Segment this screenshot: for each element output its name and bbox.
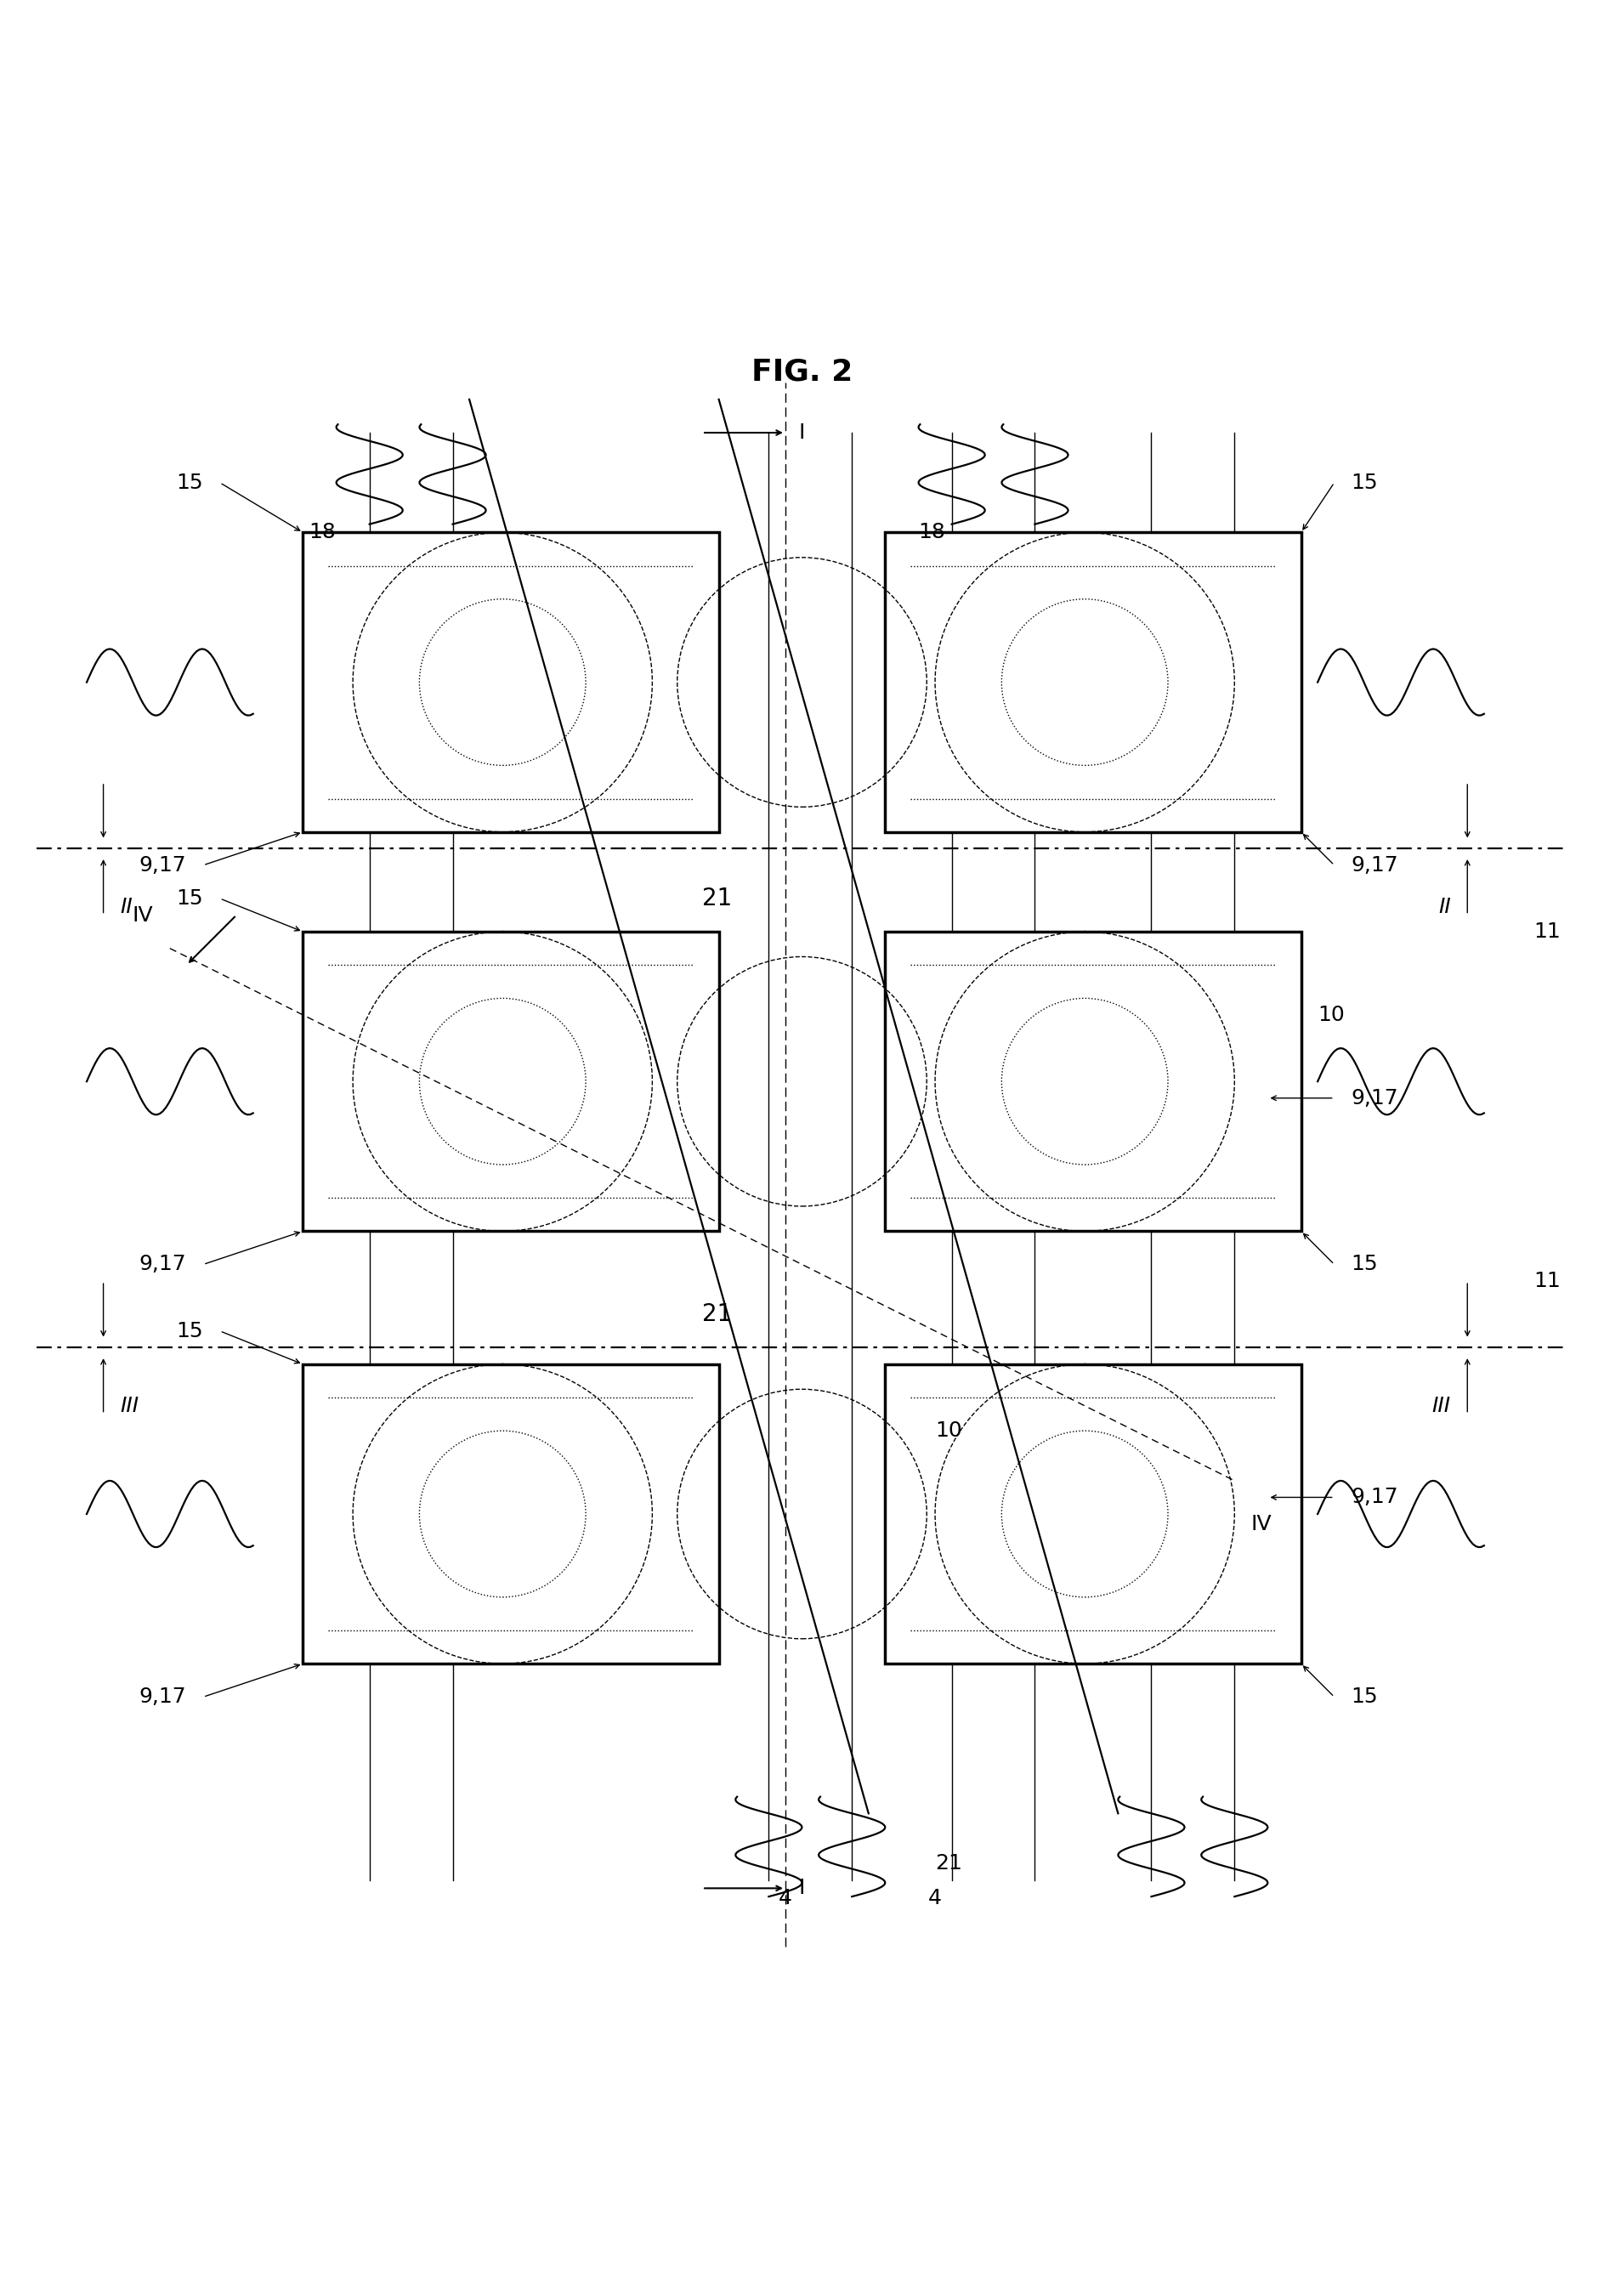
Bar [303, 1364, 719, 1665]
Text: II: II [1439, 898, 1450, 916]
Text: 4: 4 [929, 1887, 942, 1908]
Text: 10: 10 [1317, 1006, 1344, 1024]
Text: 18: 18 [310, 521, 337, 542]
Text: 15: 15 [176, 889, 204, 909]
Text: I: I [799, 1878, 805, 1899]
Text: IV: IV [1251, 1513, 1272, 1534]
Text: III: III [1432, 1396, 1450, 1417]
Text: 18: 18 [919, 521, 945, 542]
Text: 15: 15 [176, 473, 204, 494]
Text: 15: 15 [1351, 1688, 1378, 1708]
Text: 15: 15 [176, 1320, 204, 1341]
Text: 11: 11 [1533, 1272, 1561, 1290]
Text: 9,17: 9,17 [1351, 1088, 1399, 1109]
Text: 9,17: 9,17 [1351, 854, 1399, 875]
Bar [303, 932, 719, 1231]
Text: 9,17: 9,17 [140, 1688, 186, 1708]
Bar [303, 533, 719, 831]
Text: 15: 15 [1351, 1254, 1378, 1274]
Text: 21: 21 [703, 1302, 731, 1327]
Text: I: I [799, 422, 805, 443]
Text: IV: IV [132, 905, 154, 925]
Text: 15: 15 [1351, 473, 1378, 494]
Text: II: II [120, 898, 133, 916]
Text: 21: 21 [703, 886, 731, 912]
Text: FIG. 2: FIG. 2 [751, 358, 853, 386]
Text: 11: 11 [1533, 921, 1561, 941]
Text: III: III [120, 1396, 140, 1417]
Text: 21: 21 [935, 1853, 962, 1874]
Bar [885, 533, 1301, 831]
Text: 4: 4 [778, 1887, 792, 1908]
Text: 9,17: 9,17 [140, 854, 186, 875]
Bar [885, 932, 1301, 1231]
Bar [885, 1364, 1301, 1665]
Text: 10: 10 [935, 1421, 962, 1442]
Text: 9,17: 9,17 [1351, 1488, 1399, 1508]
Text: 9,17: 9,17 [140, 1254, 186, 1274]
